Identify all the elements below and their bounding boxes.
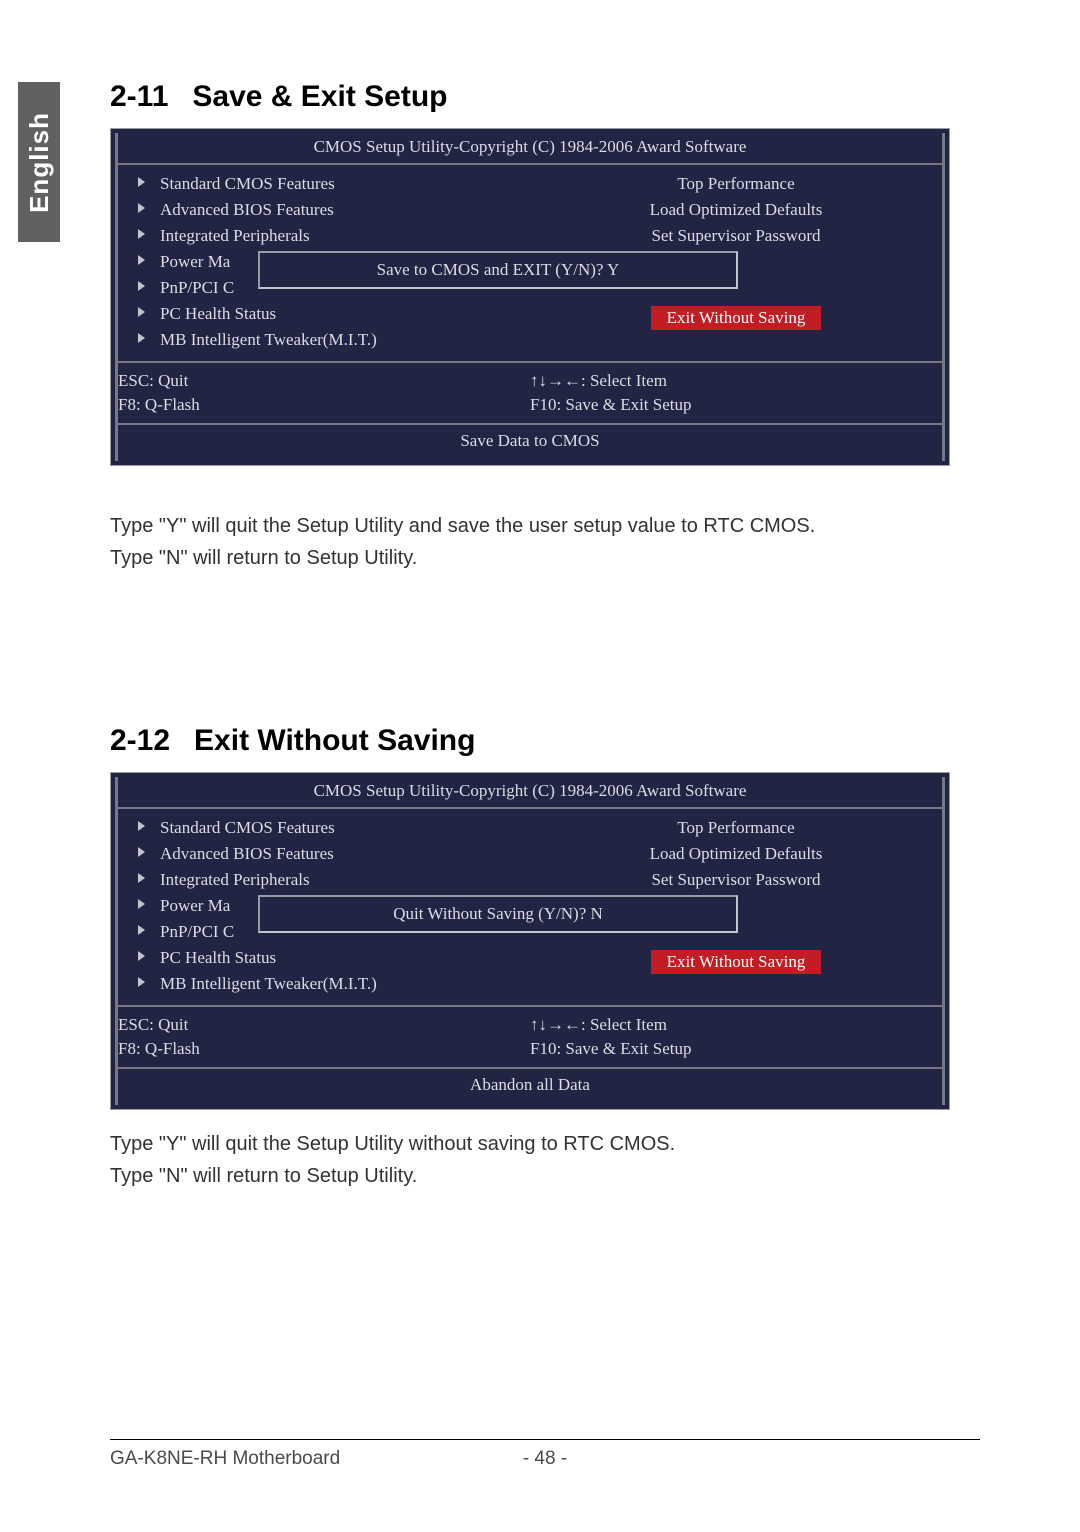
menu-item-highlighted[interactable]: Exit Without Saving [530,303,942,333]
arrow-icon [138,255,145,265]
key-f8: F8: Q-Flash [118,393,530,417]
menu-item[interactable]: Integrated Peripherals [160,223,530,249]
arrow-icon [138,873,145,883]
body-line: Type "Y" will quit the Setup Utility wit… [110,1128,980,1160]
arrow-icon [138,951,145,961]
body-line: Type "N" will return to Setup Utility. [110,542,980,574]
dialog-text: Save to CMOS and EXIT (Y/N)? Y [377,260,620,279]
arrow-icon [138,177,145,187]
bios-menu-area-2: Standard CMOS Features Advanced BIOS Fea… [118,809,942,1007]
content-area: 2-11 Save & Exit Setup CMOS Setup Utility… [110,80,980,1192]
menu-item[interactable]: Advanced BIOS Features [160,197,530,223]
section2-body: Type "Y" will quit the Setup Utility wit… [110,1128,980,1192]
menu-item[interactable]: Integrated Peripherals [160,867,530,893]
key-select: ↑↓→←: Select Item [530,1013,942,1037]
body-line: Type "N" will return to Setup Utility. [110,1160,980,1192]
key-select: ↑↓→←: Select Item [530,369,942,393]
footer-pagenum: - 48 - [523,1448,567,1470]
bios-keys-1: ESC: Quit F8: Q-Flash ↑↓→←: Select Item … [118,363,942,425]
menu-item[interactable]: Top Performance [530,171,942,197]
menu-item[interactable]: PC Health Status [160,301,530,327]
bios-menu-area-1: Standard CMOS Features Advanced BIOS Fea… [118,165,942,363]
bios-screen-2: CMOS Setup Utility-Copyright (C) 1984-20… [110,772,950,1110]
arrow-icon [138,821,145,831]
bios-dialog-2[interactable]: Quit Without Saving (Y/N)? N [258,895,738,933]
menu-item[interactable]: Advanced BIOS Features [160,841,530,867]
arrow-icon [138,333,145,343]
bios-screen-1: CMOS Setup Utility-Copyright (C) 1984-20… [110,128,950,466]
menu-item[interactable]: Top Performance [530,815,942,841]
menu-item[interactable]: MB Intelligent Tweaker(M.I.T.) [160,327,530,353]
menu-item[interactable]: Standard CMOS Features [160,815,530,841]
arrow-icon [138,899,145,909]
key-f10: F10: Save & Exit Setup [530,393,942,417]
arrow-icon [138,977,145,987]
bios-header-1: CMOS Setup Utility-Copyright (C) 1984-20… [118,133,942,165]
page-footer: GA-K8NE-RH Motherboard - 48 - [110,1439,980,1470]
key-esc: ESC: Quit [118,1013,530,1037]
menu-item[interactable]: Set Supervisor Password [530,867,942,893]
key-esc: ESC: Quit [118,369,530,393]
menu-item[interactable]: Load Optimized Defaults [530,841,942,867]
section-title-2: Exit Without Saving [194,724,475,757]
menu-item[interactable]: PC Health Status [160,945,530,971]
menu-item-highlighted[interactable]: Exit Without Saving [530,947,942,977]
arrow-icon [138,847,145,857]
bios-footer-1: Save Data to CMOS [118,425,942,461]
key-f10: F10: Save & Exit Setup [530,1037,942,1061]
section-heading-1: 2-11 Save & Exit Setup [110,80,980,114]
arrow-icon [138,203,145,213]
arrow-icon [138,925,145,935]
body-line: Type "Y" will quit the Setup Utility and… [110,510,980,542]
arrow-icon [138,307,145,317]
section-number-2: 2-12 [110,724,170,757]
key-f8: F8: Q-Flash [118,1037,530,1061]
bios-dialog-1[interactable]: Save to CMOS and EXIT (Y/N)? Y [258,251,738,289]
menu-item[interactable]: Standard CMOS Features [160,171,530,197]
language-tab: English [18,82,60,242]
section-heading-2: 2-12 Exit Without Saving [110,724,980,758]
bios-keys-2: ESC: Quit F8: Q-Flash ↑↓→←: Select Item … [118,1007,942,1069]
section1-body: Type "Y" will quit the Setup Utility and… [110,510,980,574]
menu-item[interactable]: Load Optimized Defaults [530,197,942,223]
arrow-icon [138,281,145,291]
language-label: English [24,112,55,213]
section-number-1: 2-11 [110,80,168,113]
bios-header-2: CMOS Setup Utility-Copyright (C) 1984-20… [118,777,942,809]
dialog-text: Quit Without Saving (Y/N)? N [393,904,603,923]
bios-footer-2: Abandon all Data [118,1069,942,1105]
menu-item[interactable]: Set Supervisor Password [530,223,942,249]
menu-item[interactable]: MB Intelligent Tweaker(M.I.T.) [160,971,530,997]
section-title-1: Save & Exit Setup [192,80,447,113]
arrow-icon [138,229,145,239]
